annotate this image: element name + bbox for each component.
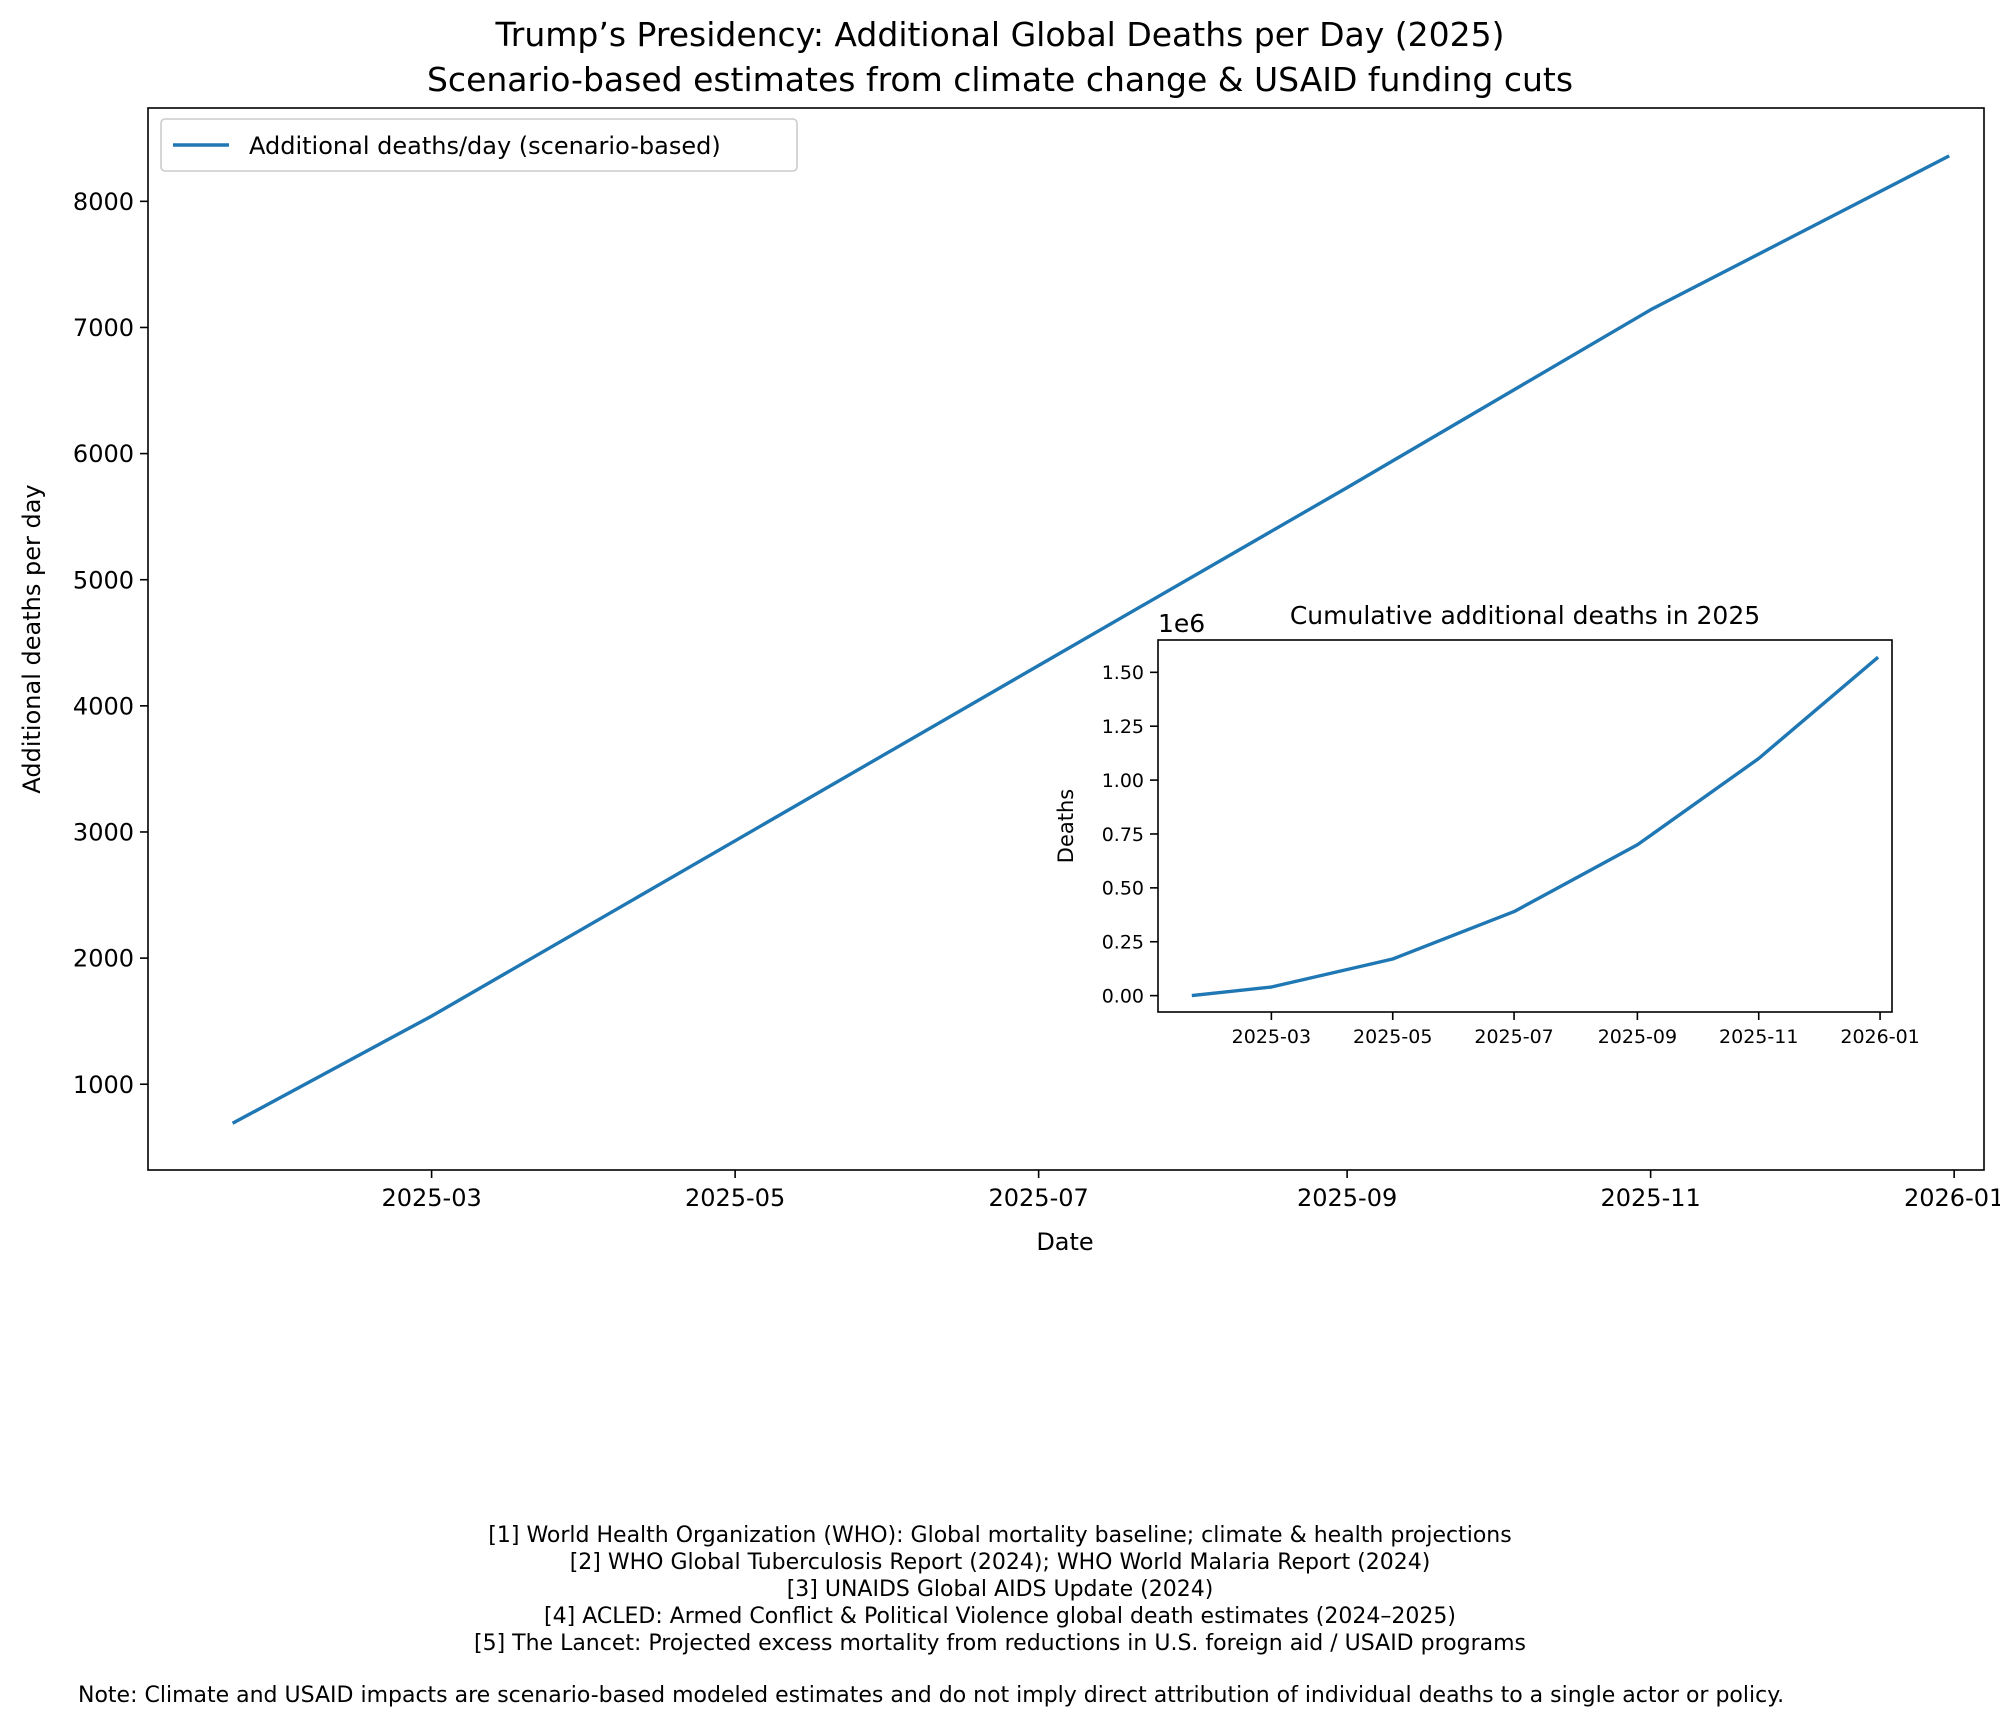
y-tick-label: 6000	[73, 440, 134, 468]
inset-background	[1158, 640, 1892, 1012]
y-tick-label: 3000	[73, 819, 134, 847]
inset-title: Cumulative additional deaths in 2025	[1290, 601, 1760, 630]
source-line: [5] The Lancet: Projected excess mortali…	[474, 1631, 1526, 1656]
x-axis-label: Date	[1036, 1228, 1093, 1256]
y-tick-label: 5000	[73, 566, 134, 594]
inset-offset-label: 1e6	[1158, 609, 1205, 638]
y-tick-label: 2000	[73, 945, 134, 973]
inset-y-axis-label: Deaths	[1054, 789, 1078, 863]
cumulative-deaths-line	[1191, 655, 1880, 998]
footnote: Note: Climate and USAID impacts are scen…	[78, 1683, 1785, 1708]
y-tick-label: 0.75	[1102, 824, 1144, 846]
x-tick-label: 2025-03	[1232, 1026, 1311, 1048]
source-line: [2] WHO Global Tuberculosis Report (2024…	[569, 1550, 1431, 1575]
source-line: [1] World Health Organization (WHO): Glo…	[488, 1523, 1512, 1548]
y-tick-label: 0.50	[1102, 878, 1144, 900]
x-tick-label: 2025-11	[1600, 1184, 1700, 1212]
y-tick-label: 4000	[73, 692, 134, 720]
y-tick-label: 7000	[73, 314, 134, 342]
daily-deaths-line	[231, 154, 1950, 1125]
y-tick-label: 8000	[73, 188, 134, 216]
x-tick-label: 2025-05	[1353, 1026, 1432, 1048]
source-line: [3] UNAIDS Global AIDS Update (2024)	[786, 1577, 1214, 1602]
y-tick-label: 0.00	[1102, 985, 1144, 1007]
x-tick-label: 2025-09	[1598, 1026, 1677, 1048]
legend-box	[160, 118, 798, 172]
x-tick-label: 2025-11	[1719, 1026, 1798, 1048]
source-line: [4] ACLED: Armed Conflict & Political Vi…	[544, 1604, 1456, 1629]
chart-title: Trump’s Presidency: Additional Global De…	[495, 15, 1505, 54]
x-tick-label: 2026-01	[1840, 1026, 1919, 1048]
y-tick-label: 1.50	[1102, 662, 1144, 684]
x-tick-label: 2025-03	[381, 1184, 481, 1212]
main-plot-area	[147, 107, 1985, 1171]
y-tick-label: 1000	[73, 1071, 134, 1099]
x-tick-label: 2025-07	[988, 1184, 1088, 1212]
x-tick-label: 2026-01	[1904, 1184, 2000, 1212]
inset-chart: Cumulative additional deaths in 2025 1e6…	[1054, 601, 1920, 1048]
legend: Additional deaths/day (scenario-based)	[160, 118, 798, 172]
x-tick-label: 2025-07	[1474, 1026, 1553, 1048]
y-tick-label: 1.25	[1102, 716, 1144, 738]
y-tick-label: 0.25	[1102, 932, 1144, 954]
x-tick-label: 2025-05	[685, 1184, 785, 1212]
legend-label: Additional deaths/day (scenario-based)	[249, 132, 721, 160]
sources-list: [1] World Health Organization (WHO): Glo…	[0, 1522, 2000, 1657]
inset-plot-area	[1157, 639, 1893, 1013]
y-axis-label: Additional deaths per day	[18, 484, 46, 793]
x-tick-label: 2025-09	[1297, 1184, 1397, 1212]
chart-subtitle: Scenario-based estimates from climate ch…	[427, 60, 1573, 99]
y-tick-label: 1.00	[1102, 770, 1144, 792]
